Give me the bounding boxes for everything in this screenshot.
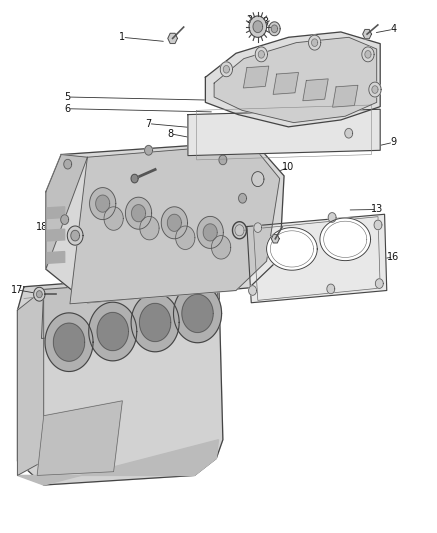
Text: 9: 9 bbox=[390, 138, 396, 147]
Polygon shape bbox=[46, 155, 87, 269]
Polygon shape bbox=[45, 313, 93, 372]
Polygon shape bbox=[220, 62, 232, 77]
Polygon shape bbox=[176, 226, 195, 249]
Text: 14: 14 bbox=[282, 229, 295, 238]
Polygon shape bbox=[223, 66, 229, 73]
Polygon shape bbox=[42, 276, 218, 338]
Polygon shape bbox=[64, 159, 72, 169]
Polygon shape bbox=[375, 279, 383, 288]
Polygon shape bbox=[125, 197, 152, 229]
Polygon shape bbox=[303, 79, 328, 101]
Text: 16: 16 bbox=[387, 252, 399, 262]
Polygon shape bbox=[70, 144, 280, 304]
Polygon shape bbox=[167, 214, 181, 231]
Polygon shape bbox=[320, 218, 371, 261]
Polygon shape bbox=[327, 284, 335, 294]
Polygon shape bbox=[369, 82, 381, 97]
Polygon shape bbox=[173, 284, 222, 343]
Polygon shape bbox=[269, 22, 280, 36]
Polygon shape bbox=[17, 272, 223, 485]
Text: 2: 2 bbox=[246, 15, 252, 25]
Text: 21: 21 bbox=[159, 151, 171, 161]
Polygon shape bbox=[333, 85, 358, 107]
Polygon shape bbox=[372, 86, 378, 93]
Polygon shape bbox=[254, 223, 262, 232]
Polygon shape bbox=[362, 47, 374, 62]
Polygon shape bbox=[61, 215, 69, 224]
Text: 6: 6 bbox=[65, 104, 71, 114]
Text: 11: 11 bbox=[277, 225, 289, 235]
Polygon shape bbox=[243, 66, 269, 88]
Polygon shape bbox=[345, 128, 353, 138]
Polygon shape bbox=[271, 235, 279, 243]
Text: 3: 3 bbox=[263, 18, 269, 27]
Polygon shape bbox=[247, 214, 387, 303]
Polygon shape bbox=[145, 146, 153, 155]
Polygon shape bbox=[253, 21, 263, 33]
Polygon shape bbox=[53, 323, 85, 361]
Polygon shape bbox=[252, 172, 264, 187]
Polygon shape bbox=[212, 236, 231, 259]
Polygon shape bbox=[258, 51, 264, 58]
Polygon shape bbox=[363, 29, 371, 39]
Polygon shape bbox=[312, 39, 318, 46]
Polygon shape bbox=[328, 213, 336, 222]
Polygon shape bbox=[132, 205, 146, 222]
Polygon shape bbox=[205, 32, 380, 127]
Polygon shape bbox=[374, 220, 382, 230]
Text: 18: 18 bbox=[36, 222, 48, 231]
Polygon shape bbox=[37, 291, 42, 297]
Text: 7: 7 bbox=[146, 119, 152, 128]
Text: 5: 5 bbox=[65, 92, 71, 102]
Polygon shape bbox=[90, 188, 116, 220]
Polygon shape bbox=[89, 302, 137, 361]
Polygon shape bbox=[131, 174, 138, 183]
Polygon shape bbox=[255, 47, 267, 62]
Polygon shape bbox=[161, 207, 187, 239]
Polygon shape bbox=[47, 252, 65, 263]
Text: 19: 19 bbox=[77, 181, 89, 190]
Polygon shape bbox=[219, 155, 227, 165]
Text: 12: 12 bbox=[261, 239, 274, 249]
Polygon shape bbox=[249, 286, 257, 295]
Polygon shape bbox=[17, 440, 218, 485]
Polygon shape bbox=[71, 230, 80, 241]
Polygon shape bbox=[197, 216, 223, 248]
Polygon shape bbox=[46, 141, 284, 303]
Text: 1: 1 bbox=[119, 33, 125, 42]
Text: 17: 17 bbox=[11, 285, 24, 295]
Polygon shape bbox=[34, 287, 45, 301]
Polygon shape bbox=[96, 195, 110, 212]
Polygon shape bbox=[214, 37, 377, 123]
Polygon shape bbox=[188, 109, 380, 156]
Text: 20: 20 bbox=[98, 169, 110, 179]
Polygon shape bbox=[47, 207, 65, 219]
Text: 10: 10 bbox=[282, 163, 295, 172]
Text: 8: 8 bbox=[167, 129, 173, 139]
Polygon shape bbox=[131, 293, 179, 352]
Polygon shape bbox=[365, 51, 371, 58]
Polygon shape bbox=[104, 207, 123, 230]
Polygon shape bbox=[239, 193, 246, 203]
Polygon shape bbox=[182, 294, 213, 333]
Polygon shape bbox=[47, 229, 65, 241]
Polygon shape bbox=[140, 216, 159, 240]
Polygon shape bbox=[67, 226, 83, 245]
Polygon shape bbox=[249, 16, 267, 37]
Polygon shape bbox=[309, 35, 321, 50]
Polygon shape bbox=[37, 401, 122, 475]
Polygon shape bbox=[267, 228, 317, 270]
Text: 4: 4 bbox=[390, 25, 396, 34]
Polygon shape bbox=[168, 33, 177, 44]
Polygon shape bbox=[139, 303, 171, 342]
Text: 13: 13 bbox=[371, 205, 383, 214]
Polygon shape bbox=[203, 224, 217, 241]
Polygon shape bbox=[271, 25, 277, 33]
Text: 12: 12 bbox=[72, 246, 84, 255]
Polygon shape bbox=[273, 72, 298, 94]
Text: 15: 15 bbox=[282, 240, 295, 250]
Polygon shape bbox=[97, 312, 128, 351]
Text: 11: 11 bbox=[193, 268, 205, 278]
Polygon shape bbox=[17, 289, 44, 475]
